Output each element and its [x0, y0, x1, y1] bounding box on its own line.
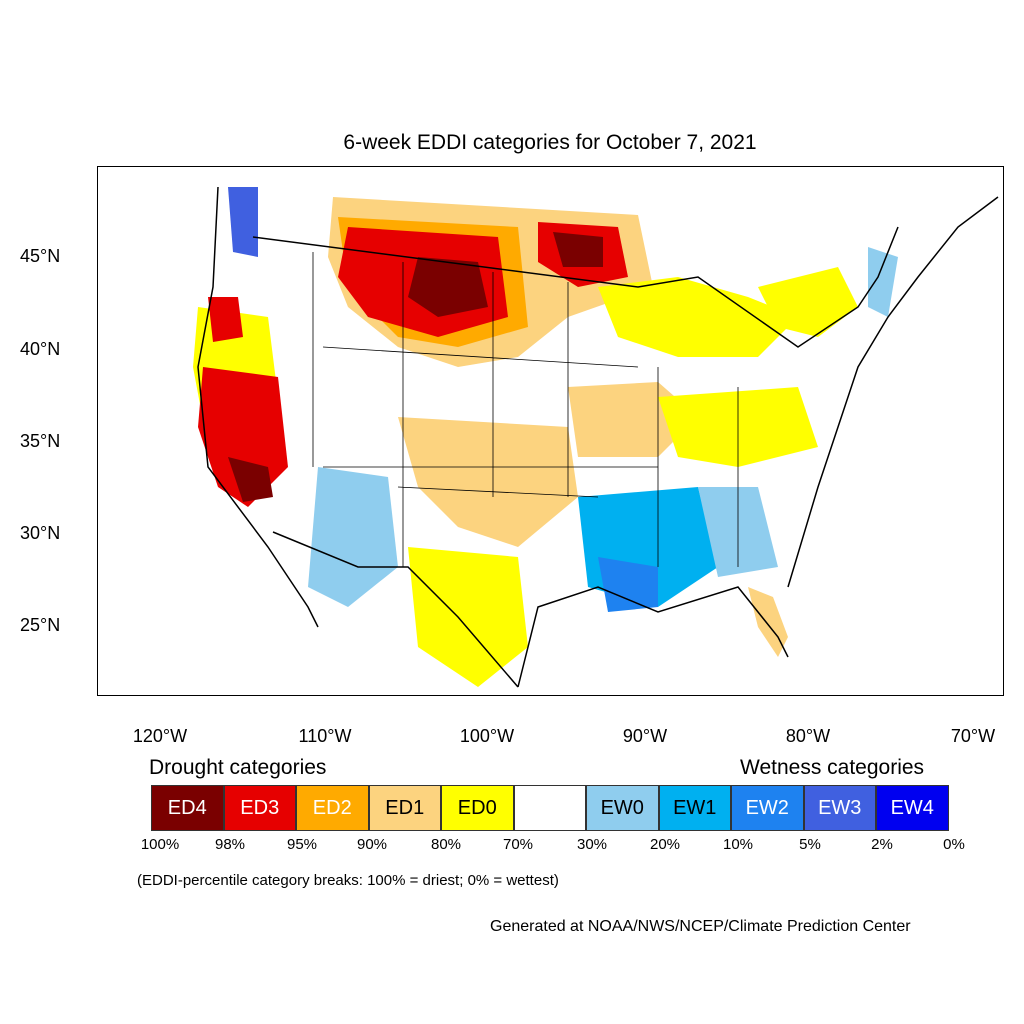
break-label: 2%: [871, 836, 893, 853]
state-lines: [312, 252, 739, 567]
x-tick-120w: 120°W: [132, 726, 188, 746]
break-label: 0%: [943, 836, 965, 853]
legend-label: EW3: [818, 796, 862, 819]
legend-label: ED1: [385, 796, 425, 819]
y-tick-30n: 30°N: [20, 523, 61, 543]
ed4-montana: [408, 257, 488, 317]
category-regions: [193, 187, 898, 687]
y-tick-45n: 45°N: [20, 246, 61, 266]
break-label: 20%: [649, 836, 681, 853]
us-mexico-border: [272, 531, 519, 688]
legend-ed1: ED1: [368, 785, 441, 831]
legend-label: ED0: [457, 796, 497, 819]
break-label: 100%: [140, 836, 180, 853]
break-label: 95%: [286, 836, 318, 853]
ew0-new-england: [868, 247, 898, 317]
category-legend: ED4 ED3 ED2 ED1 ED0 EW0 EW1 EW2 EW3 EW4: [151, 785, 949, 831]
legend-label: ED2: [312, 796, 352, 819]
break-label: 10%: [722, 836, 754, 853]
ed0-great-lakes: [598, 277, 798, 357]
break-label: 70%: [502, 836, 534, 853]
legend-ed4: ED4: [151, 785, 224, 831]
legend-ed0: ED0: [441, 785, 514, 831]
legend-label: EW0: [600, 796, 644, 819]
ed0-northeast: [758, 267, 858, 337]
legend-label: ED3: [240, 796, 280, 819]
x-tick-110w: 110°W: [298, 726, 352, 746]
coastline: [197, 186, 999, 688]
ed1-florida: [748, 587, 788, 657]
legend-ew4: EW4: [876, 785, 949, 831]
legend-ew0: EW0: [586, 785, 659, 831]
legend-ew3: EW3: [803, 785, 876, 831]
ed1-southern-plains: [398, 417, 578, 547]
legend-neutral: [513, 785, 586, 831]
legend-ed2: ED2: [296, 785, 369, 831]
eddi-map: [193, 186, 999, 688]
map-title: 6-week EDDI categories for October 7, 20…: [343, 131, 757, 154]
boundaries: [197, 186, 999, 688]
break-label: 90%: [356, 836, 388, 853]
x-tick-70w: 70°W: [950, 726, 996, 746]
x-tick-80w: 80°W: [785, 726, 831, 746]
legend-label: EW4: [890, 796, 934, 819]
ed0-texas: [408, 547, 528, 687]
ed4-california: [228, 457, 273, 502]
legend-ew1: EW1: [658, 785, 731, 831]
y-tick-35n: 35°N: [20, 431, 61, 451]
ew3-washington: [228, 187, 258, 257]
y-tick-40n: 40°N: [20, 339, 61, 359]
legend-ew2: EW2: [731, 785, 804, 831]
credit-line: Generated at NOAA/NWS/NCEP/Climate Predi…: [490, 918, 911, 935]
us-canada-border: [252, 226, 899, 348]
legend-label: EW1: [673, 796, 717, 819]
ew2-gulf: [598, 557, 658, 612]
x-tick-100w: 100°W: [459, 726, 515, 746]
ed4-minnesota: [553, 232, 603, 267]
break-label: 98%: [214, 836, 246, 853]
category-break-note: (EDDI-percentile category breaks: 100% =…: [137, 872, 559, 889]
ew0-southwest: [308, 467, 398, 607]
legend-label: ED4: [167, 796, 207, 819]
legend-ed3: ED3: [223, 785, 296, 831]
break-label: 5%: [799, 836, 821, 853]
map-panel: [97, 166, 1004, 696]
drought-heading: Drought categories: [149, 756, 327, 779]
ed3-oregon: [208, 297, 243, 342]
x-tick-90w: 90°W: [622, 726, 668, 746]
legend-label: EW2: [745, 796, 789, 819]
break-label: 80%: [430, 836, 462, 853]
break-label: 30%: [576, 836, 608, 853]
wetness-heading: Wetness categories: [740, 756, 925, 779]
y-tick-25n: 25°N: [20, 615, 61, 635]
